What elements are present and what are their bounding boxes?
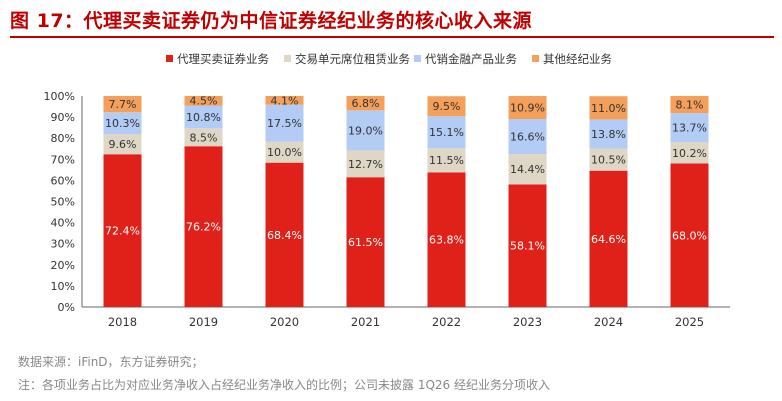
data-label: 16.6% xyxy=(510,131,545,144)
bar-segment xyxy=(103,133,142,155)
bar-segment xyxy=(427,172,466,307)
data-label: 13.8% xyxy=(591,128,626,141)
bar-segment xyxy=(670,113,709,142)
bar-segment xyxy=(589,148,628,171)
bar-segment xyxy=(184,146,223,307)
data-label: 8.1% xyxy=(676,99,704,112)
y-tick-label: 50% xyxy=(51,196,75,209)
bar-segment xyxy=(508,96,547,119)
legend-label-4: 其他经纪业务 xyxy=(543,52,612,66)
bar-segment xyxy=(670,96,709,114)
data-label: 10.8% xyxy=(186,111,221,124)
bar-segment xyxy=(427,96,466,117)
data-label: 9.5% xyxy=(433,100,461,113)
bar-segment xyxy=(265,141,304,163)
data-source: 数据来源：iFinD，东方证券研究； xyxy=(18,355,204,369)
data-label: 13.7% xyxy=(672,122,707,135)
data-label: 8.5% xyxy=(190,131,218,144)
y-tick-label: 20% xyxy=(51,259,75,272)
data-label: 15.1% xyxy=(429,126,464,139)
bar-segment xyxy=(589,119,628,149)
data-label: 9.6% xyxy=(109,138,137,151)
data-label: 10.0% xyxy=(267,146,302,159)
x-tick-label: 2021 xyxy=(351,315,380,329)
y-tick-label: 90% xyxy=(51,111,75,124)
bar-segment xyxy=(346,110,385,151)
data-label: 4.1% xyxy=(271,94,299,107)
x-tick-label: 2023 xyxy=(513,315,542,329)
bar-segment xyxy=(184,96,223,106)
legend-swatch-2 xyxy=(284,55,291,62)
data-label: 10.9% xyxy=(510,101,545,114)
data-label: 7.7% xyxy=(109,98,137,111)
bar-segment xyxy=(346,150,385,178)
data-label: 14.4% xyxy=(510,163,545,176)
y-tick-label: 0% xyxy=(58,301,75,314)
y-tick-label: 60% xyxy=(51,174,75,187)
bar-segment xyxy=(346,177,385,307)
data-label: 63.8% xyxy=(429,234,464,247)
x-tick-label: 2022 xyxy=(432,315,461,329)
legend-swatch-3 xyxy=(414,55,421,62)
x-tick-label: 2020 xyxy=(270,315,299,329)
data-label: 61.5% xyxy=(348,236,383,249)
bar-segment xyxy=(103,96,142,113)
bar-segment xyxy=(589,170,628,307)
legend-swatch-1 xyxy=(166,55,173,62)
bar-segment xyxy=(427,116,466,149)
data-label: 68.0% xyxy=(672,229,707,242)
data-label: 76.2% xyxy=(186,221,221,234)
x-tick-label: 2018 xyxy=(108,315,137,329)
data-label: 58.1% xyxy=(510,240,545,253)
bar-segment xyxy=(508,184,547,307)
bar-segment xyxy=(346,96,385,111)
legend-label-2: 交易单元席位租赁业务 xyxy=(295,52,410,66)
y-tick-label: 100% xyxy=(44,90,75,103)
legend-swatch-4 xyxy=(532,55,539,62)
data-label: 64.6% xyxy=(591,233,626,246)
bar-segment xyxy=(670,163,709,307)
stacked-bar-chart: 代理买卖证券业务 交易单元席位租赁业务 代销金融产品业务 其他经纪业务 0% 10% 20%… xyxy=(44,52,730,329)
data-label: 19.0% xyxy=(348,124,383,137)
bar-segment xyxy=(184,105,223,129)
x-tick-label: 2019 xyxy=(189,315,218,329)
data-label: 10.5% xyxy=(591,154,626,167)
y-tick-label: 30% xyxy=(51,238,75,251)
bar-segment xyxy=(508,154,547,185)
data-label: 11.0% xyxy=(591,102,626,115)
data-label: 4.5% xyxy=(190,95,218,108)
data-label: 17.5% xyxy=(267,117,302,130)
bar-segment xyxy=(265,104,304,142)
data-label: 72.4% xyxy=(105,225,140,238)
data-label: 10.3% xyxy=(105,117,140,130)
y-tick-label: 80% xyxy=(51,132,75,145)
bar-segment xyxy=(265,162,304,307)
bar-segment xyxy=(508,118,547,155)
data-label: 12.7% xyxy=(348,158,383,171)
bar-segment xyxy=(589,96,628,120)
data-label: 11.5% xyxy=(429,154,464,167)
legend-label-3: 代销金融产品业务 xyxy=(425,52,517,66)
y-tick-label: 70% xyxy=(51,153,75,166)
bar-segment xyxy=(103,154,142,307)
data-label: 6.8% xyxy=(352,97,380,110)
bar-segment xyxy=(184,128,223,147)
bar-segment xyxy=(670,141,709,164)
chart-title: 图 17：代理买卖证券仍为中信证券经纪业务的核心收入来源 xyxy=(10,10,533,32)
title-rule xyxy=(10,36,774,38)
data-label: 68.4% xyxy=(267,229,302,242)
footnote: 注：各项业务占比为对应业务净收入占经纪业务净收入的比例；公司未披露 1Q26 经… xyxy=(18,378,550,392)
y-tick-label: 40% xyxy=(51,217,75,230)
y-tick-label: 10% xyxy=(51,280,75,293)
data-label: 10.2% xyxy=(672,147,707,160)
bar-segment xyxy=(427,148,466,173)
legend-label-1: 代理买卖证券业务 xyxy=(177,52,269,66)
bar-segment xyxy=(265,96,304,105)
bar-segment xyxy=(103,112,142,134)
x-tick-label: 2025 xyxy=(675,315,704,329)
x-tick-label: 2024 xyxy=(594,315,623,329)
